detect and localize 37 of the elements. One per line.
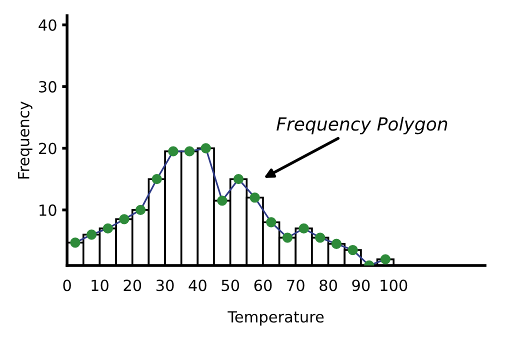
- point: [168, 146, 178, 156]
- point: [266, 217, 276, 228]
- annotation: Frequency Polygon: [276, 116, 448, 134]
- point: [119, 214, 130, 224]
- x-tick-label: 30: [156, 280, 174, 292]
- y-tick-label: 30: [39, 81, 56, 93]
- point: [102, 223, 113, 234]
- x-tick-label: 40: [188, 280, 206, 292]
- point: [135, 204, 146, 216]
- y-tick-label: 10: [40, 204, 56, 216]
- point: [250, 192, 260, 203]
- x-tick-label: 100: [380, 280, 408, 292]
- point: [217, 196, 228, 206]
- x-tick-label: 0: [63, 280, 71, 292]
- x-tick-label: 80: [320, 280, 338, 292]
- point: [380, 254, 391, 264]
- point: [152, 174, 162, 184]
- point: [331, 238, 342, 249]
- x-tick-label: 20: [124, 280, 142, 292]
- point: [282, 232, 293, 243]
- x-tick-label: 60: [254, 280, 272, 292]
- x-tick-label: 10: [92, 280, 108, 292]
- y-tick-label: 40: [38, 19, 56, 31]
- point: [298, 223, 309, 234]
- y-axis-title: Frequency: [18, 102, 32, 178]
- point: [86, 230, 97, 240]
- x-axis-title: Temperature: [228, 311, 324, 326]
- x-tick-label: 50: [222, 280, 240, 292]
- point: [233, 174, 244, 184]
- point: [200, 143, 211, 154]
- point: [315, 232, 326, 243]
- point: [348, 244, 358, 256]
- point: [184, 146, 195, 156]
- x-tick-label: 90: [352, 280, 370, 292]
- x-tick-label: 70: [287, 280, 304, 292]
- point: [70, 238, 80, 248]
- y-tick-label: 20: [39, 142, 56, 154]
